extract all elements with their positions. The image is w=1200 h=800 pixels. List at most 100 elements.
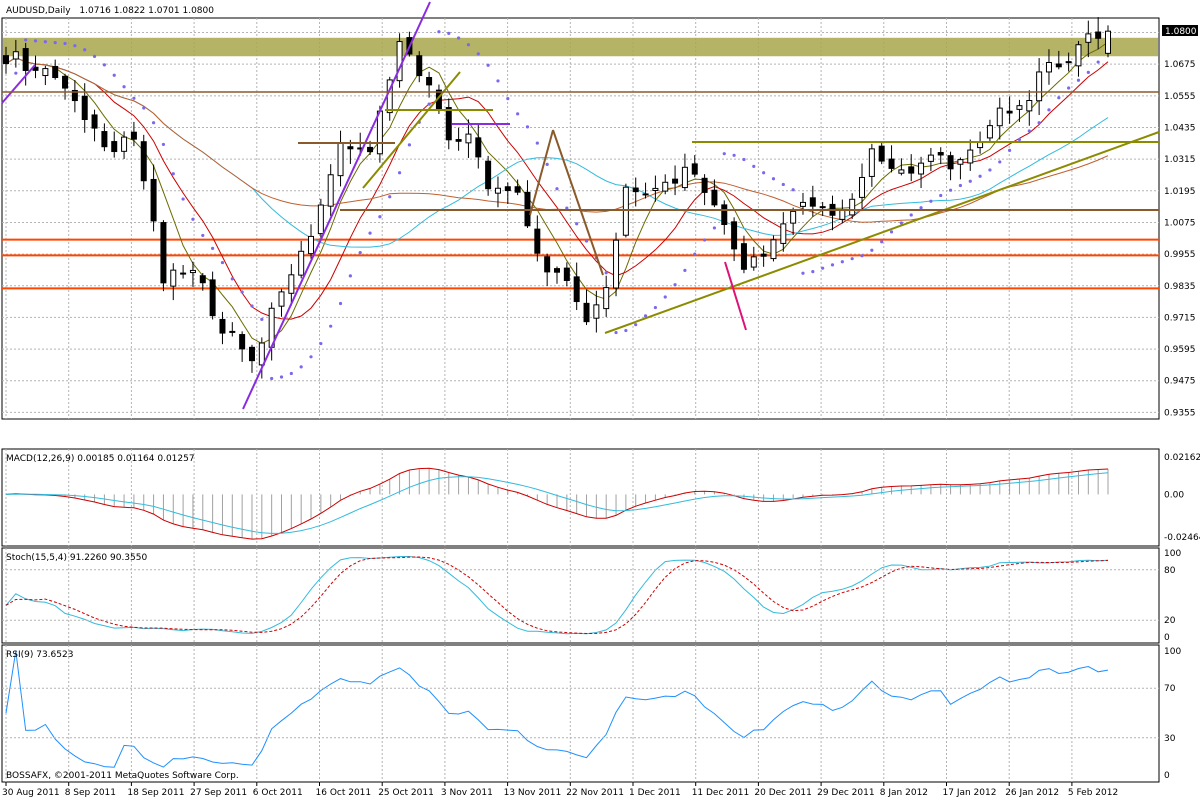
- candle-body: [760, 253, 767, 257]
- candle-body: [258, 342, 265, 366]
- sar-dot: [1027, 129, 1031, 133]
- candle-body: [1006, 110, 1013, 114]
- sar-dot: [368, 231, 372, 235]
- rsi-label: RSI(9) 73.6523: [6, 650, 73, 660]
- candle-body: [1065, 61, 1072, 64]
- sar-dot: [1047, 108, 1051, 112]
- candle-body: [632, 187, 639, 193]
- candle-body: [977, 141, 984, 149]
- price-tick-label: 1.0075: [1164, 218, 1196, 228]
- stoch-panel: [1, 547, 1160, 644]
- sar-dot: [899, 221, 903, 225]
- date-label: 17 Jan 2012: [943, 788, 997, 798]
- sar-dot: [663, 295, 667, 299]
- sar-dot: [279, 375, 284, 379]
- magenta-down-line: [724, 261, 747, 331]
- sar-dot: [43, 40, 47, 44]
- rsi-tick-label: 100: [1164, 647, 1181, 657]
- macd-tick-label: 0.02162: [1164, 453, 1200, 463]
- candle-body: [918, 162, 925, 175]
- sar-dot: [407, 143, 412, 147]
- candle-body: [593, 304, 600, 319]
- rsi-tick-label: 30: [1164, 734, 1176, 744]
- resistance-zone-band: [3, 37, 1158, 57]
- sar-dot: [447, 31, 451, 35]
- price-tick-label: 1.0195: [1164, 187, 1196, 197]
- price-tick-label: 0.9715: [1164, 313, 1196, 323]
- price-tick-label: 0.9835: [1164, 282, 1196, 292]
- candle-body: [376, 110, 383, 155]
- candle-body: [229, 330, 236, 333]
- candle-body: [62, 75, 69, 89]
- candle-body: [239, 334, 246, 350]
- sar-dot: [309, 355, 313, 359]
- candle-body: [908, 166, 915, 174]
- copyright-label: BOSSAFX, ©2001-2011 MetaQuotes Software …: [6, 771, 239, 781]
- sar-dot: [830, 263, 835, 267]
- sar-dot: [299, 365, 303, 369]
- sar-dot: [948, 188, 953, 192]
- sar-dot: [1037, 121, 1041, 125]
- candle-body: [740, 243, 747, 270]
- candle-body: [613, 239, 620, 289]
- symbol-label: AUDUSD,Daily 1.0716 1.0822 1.0701 1.0800: [6, 6, 214, 16]
- brown-peak-up: [529, 129, 554, 216]
- rsi-series: [2, 650, 1159, 768]
- candle-body: [288, 274, 295, 294]
- macd-panel: [1, 448, 1160, 547]
- candle-body: [219, 318, 226, 334]
- candle-body: [248, 346, 255, 362]
- sar-dot: [722, 152, 726, 156]
- sar-dot: [614, 330, 618, 335]
- sar-dot: [102, 63, 106, 67]
- sar-dot: [63, 41, 67, 46]
- sar-dot: [457, 36, 461, 40]
- candle-body: [888, 158, 895, 169]
- sar-dot: [1008, 148, 1012, 152]
- candle-body: [1026, 100, 1033, 112]
- candle-body: [150, 178, 157, 222]
- stoch-tick-label: 20: [1164, 616, 1176, 626]
- sar-dot: [161, 142, 166, 147]
- sar-dot: [909, 213, 913, 217]
- candle-body: [839, 209, 846, 220]
- sar-dot: [348, 274, 352, 278]
- candle-body: [426, 77, 433, 86]
- stoch-label: Stoch(15,5,4) 91.2260 90.3550: [6, 553, 147, 563]
- parabolic-sar: [14, 30, 1100, 381]
- candle-body: [731, 221, 738, 250]
- date-label: 25 Oct 2011: [378, 788, 434, 798]
- price-tick-label: 0.9475: [1164, 377, 1196, 387]
- date-label: 30 Aug 2011: [2, 788, 60, 798]
- candle-body: [445, 107, 452, 141]
- sar-dot: [24, 38, 28, 42]
- ma-mid-line: [5, 57, 1109, 320]
- date-label: 8 Jan 2012: [880, 788, 928, 798]
- macd-signal-line: [5, 472, 1109, 534]
- sar-dot: [437, 30, 441, 34]
- candle-body: [1045, 61, 1052, 73]
- candle-body: [544, 256, 551, 273]
- candle-body: [180, 272, 187, 275]
- candle-body: [967, 149, 974, 164]
- candle-body: [455, 139, 462, 142]
- candle-body: [799, 201, 806, 207]
- sar-dot: [220, 260, 225, 265]
- candle-body: [780, 223, 787, 244]
- sar-dot: [1057, 96, 1061, 100]
- candle-body: [367, 146, 374, 153]
- date-label: 27 Sep 2011: [190, 788, 247, 798]
- candle-body: [672, 178, 679, 184]
- macd-tick-label: -0.02464: [1164, 533, 1200, 543]
- candle-body: [308, 235, 315, 255]
- candle-body: [957, 159, 964, 165]
- sar-dot: [604, 271, 608, 275]
- candle-body: [790, 210, 797, 224]
- candle-body: [209, 279, 216, 317]
- candle-body: [514, 186, 521, 193]
- candle-body: [1085, 33, 1092, 43]
- price-tick-label: 1.0435: [1164, 123, 1196, 133]
- candle-body: [652, 187, 659, 192]
- sar-dot: [712, 226, 717, 230]
- candle-body: [1016, 105, 1023, 110]
